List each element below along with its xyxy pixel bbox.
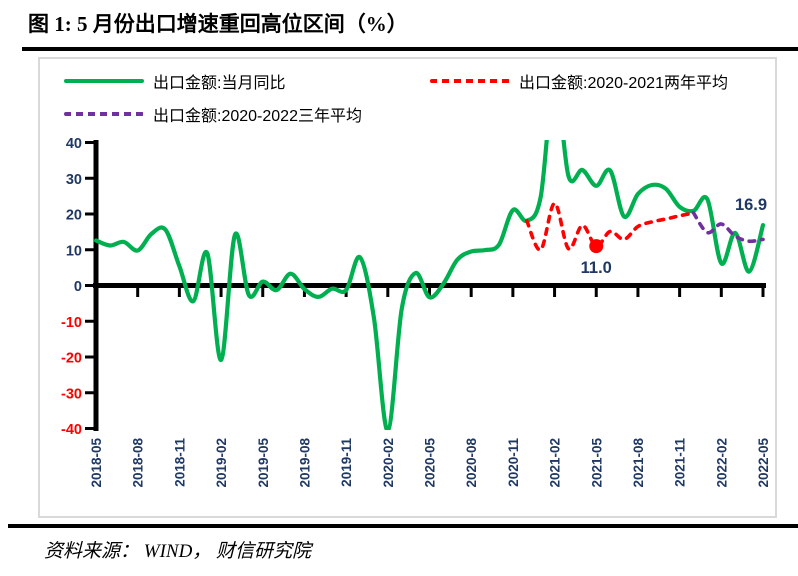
source-divider xyxy=(8,524,798,528)
legend-item-three-year-avg: 出口金额:2020-2022三年平均 xyxy=(64,103,362,125)
series-three-year-avg-line xyxy=(691,211,765,244)
x-tick-label: 2021-11 xyxy=(673,438,688,487)
legend-line-two-year-avg-icon xyxy=(430,79,510,83)
legend-label-monthly-yoy: 出口金额:当月同比 xyxy=(153,75,286,92)
legend-label-two-year-avg: 出口金额:2020-2021两年平均 xyxy=(519,75,728,92)
legend-item-monthly-yoy: 出口金额:当月同比 xyxy=(64,70,285,92)
legend-item-two-year-avg: 出口金额:2020-2021两年平均 xyxy=(430,70,728,92)
y-tick-label: -20 xyxy=(61,351,82,367)
x-tick-label: 2018-08 xyxy=(131,438,146,488)
y-tick-label: 30 xyxy=(66,172,82,188)
x-tick-label: 2021-05 xyxy=(589,438,604,488)
source-note: 资料来源： WIND， 财信研究院 xyxy=(44,541,312,562)
x-tick-label: 2020-08 xyxy=(464,438,479,488)
x-tick-label: 2020-02 xyxy=(381,438,396,488)
y-tick-label: 0 xyxy=(74,279,82,295)
chart-title: 图 1: 5 月份出口增速重回高位区间（%） xyxy=(28,12,408,36)
annotation-label: 16.9 xyxy=(735,196,767,214)
title-divider xyxy=(22,47,798,51)
legend-line-three-year-avg-icon xyxy=(64,112,144,116)
annotation-label: 11.0 xyxy=(581,259,612,277)
y-tick-label: -40 xyxy=(61,422,82,438)
x-tick-label: 2022-02 xyxy=(714,438,729,488)
legend-line-monthly-yoy-icon xyxy=(64,79,144,83)
y-tick-label: 20 xyxy=(66,208,82,224)
x-tick-label: 2021-08 xyxy=(631,438,646,488)
y-tick-label: -10 xyxy=(61,315,82,331)
y-tick-label: -30 xyxy=(61,386,82,402)
x-tick-label: 2020-05 xyxy=(423,438,438,488)
series-monthly-yoy-line xyxy=(94,140,766,430)
x-tick-label: 2018-05 xyxy=(89,438,104,488)
x-tick-label: 2019-11 xyxy=(339,438,354,487)
x-tick-label: 2021-02 xyxy=(548,438,563,488)
x-tick-label: 2018-11 xyxy=(172,438,187,487)
x-tick-label: 2022-05 xyxy=(756,438,771,488)
x-tick-label: 2019-02 xyxy=(214,438,229,488)
legend-label-three-year-avg: 出口金额:2020-2022三年平均 xyxy=(153,108,362,125)
y-tick-label: 40 xyxy=(66,136,82,152)
x-tick-label: 2019-05 xyxy=(256,438,271,488)
x-tick-label: 2019-08 xyxy=(297,438,312,488)
x-tick-label: 2020-11 xyxy=(506,438,521,487)
data-point-marker xyxy=(589,239,604,254)
y-tick-label: 10 xyxy=(66,243,82,259)
series-two-year-avg-line xyxy=(525,201,696,252)
